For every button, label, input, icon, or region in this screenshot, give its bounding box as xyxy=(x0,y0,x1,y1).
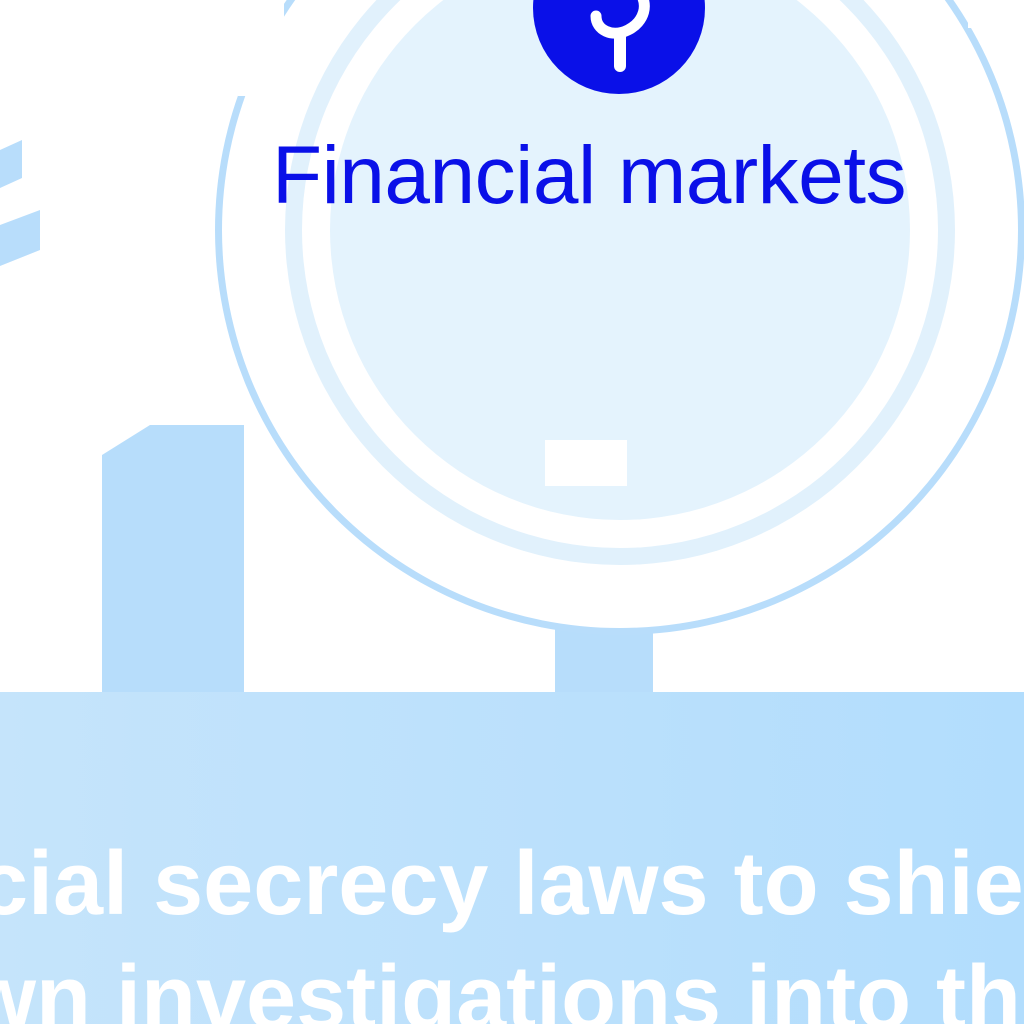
left-pillar xyxy=(102,455,244,705)
left-pillar-cap xyxy=(102,425,244,455)
caption-line-2: wn investigations into th xyxy=(0,948,1021,1024)
left-band-1 xyxy=(0,140,22,188)
ring-tick-top-right xyxy=(968,0,1024,28)
dollar-coin-icon xyxy=(533,0,705,94)
lens-disc xyxy=(330,0,910,520)
ring-tick-bottom xyxy=(545,440,627,486)
financial-markets-label: Financial markets xyxy=(272,130,907,221)
left-band-2 xyxy=(0,210,40,266)
ring-tick-left xyxy=(238,0,284,96)
caption-line-1: cial secrecy laws to shie xyxy=(0,834,1024,934)
caption-band: cial secrecy laws to shie wn investigati… xyxy=(0,692,1024,1024)
